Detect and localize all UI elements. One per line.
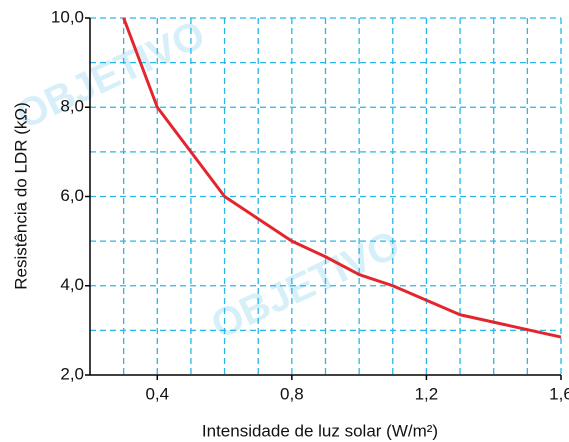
x-tick-label: 1,2 xyxy=(415,384,439,403)
x-tick-label: 0,8 xyxy=(280,384,304,403)
x-axis-label: Intensidade de luz solar (W/m²) xyxy=(202,421,438,440)
y-tick-label: 2,0 xyxy=(60,364,84,383)
y-axis-label: Resistência do LDR (kΩ) xyxy=(11,102,30,290)
y-tick-label: 8,0 xyxy=(60,97,84,116)
x-tick-label: 1,6 xyxy=(549,384,569,403)
data-line xyxy=(122,17,562,339)
x-tick-label: 0,4 xyxy=(145,384,169,403)
y-tick-label: 4,0 xyxy=(60,275,84,294)
y-tick-label: 10,0 xyxy=(51,7,84,26)
y-tick-label: 6,0 xyxy=(60,186,84,205)
watermark: OBJETIVO xyxy=(10,12,212,137)
